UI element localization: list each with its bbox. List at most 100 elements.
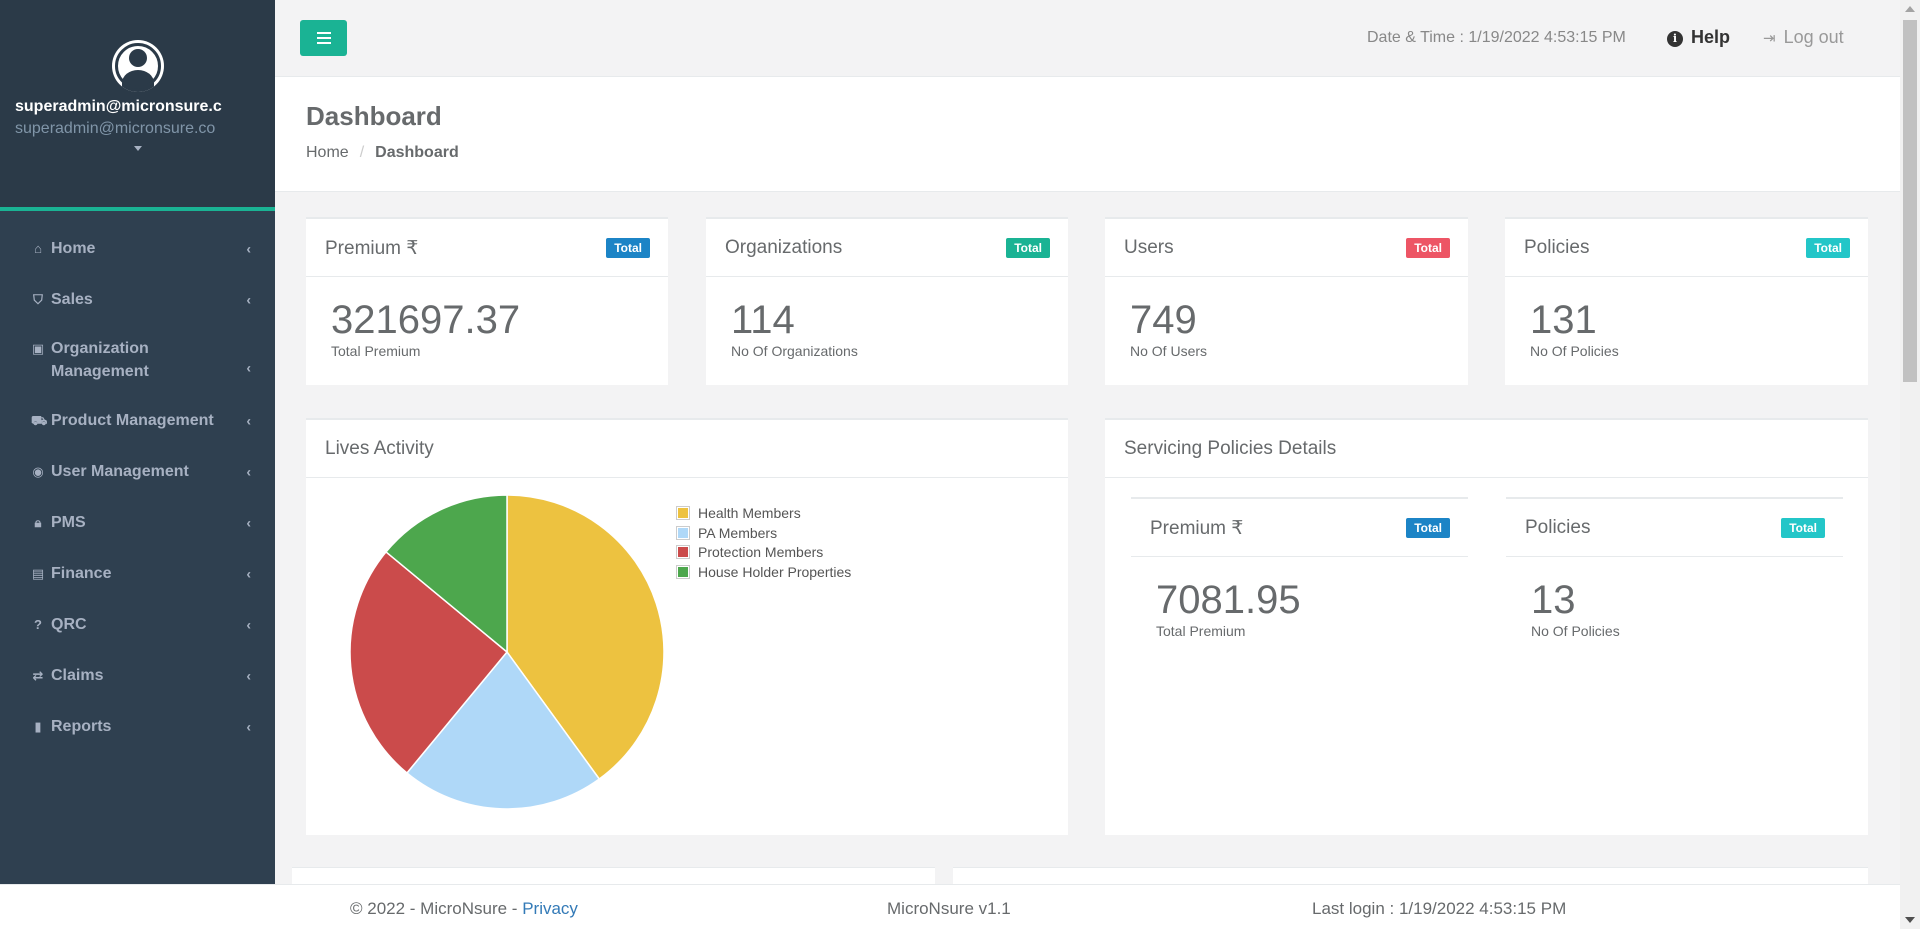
sidebar-item-label: PMS [51, 514, 86, 531]
breadcrumb-current: Dashboard [375, 144, 459, 161]
top-navbar: Date & Time : 1/19/2022 4:53:15 PM i Help… [275, 0, 1900, 77]
pie-slice-pa-members[interactable] [405, 650, 601, 810]
sidebar-item-pms[interactable]: 🔒︎ PMS ‹ [0, 497, 275, 548]
widget-value: 13 [1531, 578, 1576, 622]
sidebar-item-label: Product Management [51, 412, 214, 429]
chevron-left-icon: ‹ [246, 514, 251, 530]
menu-toggle-button[interactable] [300, 20, 347, 56]
legend-swatch [676, 525, 690, 540]
chevron-left-icon: ‹ [246, 240, 251, 256]
sidebar-item-home[interactable]: ⌂ Home ‹ [0, 223, 275, 274]
total-badge: Total [606, 238, 650, 258]
legend-item: House Holder Properties [676, 563, 851, 583]
legend-item: PA Members [676, 524, 851, 544]
sidebar-item-claims[interactable]: ⇄ Claims ‹ [0, 650, 275, 701]
widget-value: 131 [1530, 298, 1597, 342]
pie-slice-protection-members[interactable] [349, 550, 509, 775]
profile-email[interactable]: superadmin@micronsure.co [15, 120, 216, 137]
scrollbar-thumb[interactable] [1903, 20, 1917, 382]
breadcrumb-home[interactable]: Home [306, 144, 349, 161]
footer-last-login: Last login : 1/19/2022 4:53:15 PM [1312, 899, 1567, 918]
legend-label: House Holder Properties [698, 563, 852, 580]
money-icon: ▤ [31, 566, 45, 581]
caret-down-icon[interactable] [133, 146, 142, 151]
logout-link[interactable]: ⇥ Log out [1763, 27, 1844, 48]
premium-widget: Premium ₹ Total 321697.37 Total Premium [306, 217, 668, 385]
sidebar-item-label: Reports [51, 718, 112, 735]
chevron-left-icon: ‹ [246, 291, 251, 307]
sidebar-item-organization-management[interactable]: ▣ Organization Management ‹ [0, 325, 275, 395]
widget-title: Policies [1524, 237, 1590, 258]
total-badge: Total [1806, 238, 1850, 258]
lives-activity-pie-chart [349, 494, 665, 810]
sidebar-item-label: Organization Management [51, 340, 149, 380]
sidebar: superadmin@micronsure.c superadmin@micro… [0, 0, 275, 884]
widget-title: Premium ₹ [325, 238, 419, 259]
widget-title: Organizations [725, 237, 843, 258]
total-badge: Total [1781, 518, 1825, 538]
sidebar-item-user-management[interactable]: ◉ User Management ‹ [0, 446, 275, 497]
copyright-text: © 2022 - MicroNsure - [350, 899, 523, 918]
sidebar-item-qrc[interactable]: ? QRC ‹ [0, 599, 275, 650]
page-scrollbar[interactable] [1900, 0, 1920, 929]
datetime-display: Date & Time : 1/19/2022 4:53:15 PM [1367, 29, 1626, 46]
help-link[interactable]: i Help [1667, 27, 1730, 48]
pie-slice-house-holder-properties[interactable] [384, 494, 508, 654]
logout-label: Log out [1783, 27, 1844, 47]
profile-name[interactable]: superadmin@micronsure.c [15, 98, 222, 115]
pie-slice-health-members[interactable] [506, 494, 665, 781]
sidebar-item-label: Sales [51, 291, 93, 308]
widget-value: 114 [731, 298, 795, 342]
lower-right-panel [953, 867, 1868, 884]
sidebar-item-sales[interactable]: ⛉ Sales ‹ [0, 274, 275, 325]
sidebar-item-label: Finance [51, 565, 112, 582]
page-heading: Dashboard Home / Dashboard [275, 77, 1900, 192]
panel-title: Lives Activity [325, 438, 434, 459]
chevron-left-icon: ‹ [246, 565, 251, 581]
chevron-left-icon: ‹ [246, 359, 251, 376]
servicing-premium-widget: Premium ₹ Total 7081.95 Total Premium [1131, 497, 1468, 647]
total-badge: Total [1406, 518, 1450, 538]
widget-caption: Total Premium [1156, 623, 1246, 639]
sign-out-icon: ⇥ [1763, 30, 1776, 47]
legend-label: Protection Members [698, 544, 824, 560]
scroll-down-arrow-icon[interactable] [1905, 917, 1915, 923]
user-avatar-icon[interactable] [111, 40, 164, 92]
scroll-up-arrow-icon[interactable] [1905, 6, 1915, 12]
shield-icon: ⛉ [33, 292, 43, 307]
sidebar-item-finance[interactable]: ▤ Finance ‹ [0, 548, 275, 599]
legend-item: Health Members [676, 504, 851, 524]
sidebar-item-product-management[interactable]: ⛟ Product Management ‹ [0, 395, 275, 446]
file-icon: ▮ [34, 719, 42, 734]
footer-version: MicroNsure v1.1 [887, 899, 1011, 918]
widget-caption: Total Premium [331, 343, 421, 359]
lower-left-panel [292, 867, 935, 884]
sidebar-item-label: Claims [51, 667, 104, 684]
exchange-icon: ⇄ [32, 668, 44, 683]
chevron-left-icon: ‹ [246, 667, 251, 683]
sidebar-item-label: User Management [51, 463, 189, 480]
footer: © 2022 - MicroNsure - Privacy MicroNsure… [0, 884, 1900, 929]
chevron-left-icon: ‹ [246, 616, 251, 632]
widget-title: Premium ₹ [1150, 518, 1244, 539]
widget-caption: No Of Organizations [731, 343, 858, 359]
info-icon: i [1667, 31, 1683, 47]
home-icon: ⌂ [34, 241, 42, 256]
legend-swatch [676, 564, 690, 579]
organizations-widget: Organizations Total 114 No Of Organization… [706, 217, 1068, 385]
sidebar-nav: ⌂ Home ‹ ⛉ Sales ‹ ▣ Organization Management ‹… [0, 211, 275, 752]
widget-caption: No Of Policies [1530, 343, 1619, 359]
total-badge: Total [1006, 238, 1050, 258]
lock-icon: 🔒︎ [34, 515, 42, 530]
users-widget: Users Total 749 No Of Users [1105, 217, 1468, 385]
sidebar-item-reports[interactable]: ▮ Reports ‹ [0, 701, 275, 752]
widget-caption: No Of Users [1130, 343, 1208, 359]
legend-label: PA Members [698, 524, 778, 541]
user-circle-icon: ◉ [32, 464, 44, 479]
panel-title: Servicing Policies Details [1124, 438, 1337, 459]
widget-caption: No Of Policies [1531, 623, 1620, 639]
footer-copyright: © 2022 - MicroNsure - Privacy [350, 899, 578, 919]
privacy-link[interactable]: Privacy [522, 899, 578, 918]
widget-value: 321697.37 [331, 298, 521, 342]
legend-swatch [676, 506, 690, 520]
